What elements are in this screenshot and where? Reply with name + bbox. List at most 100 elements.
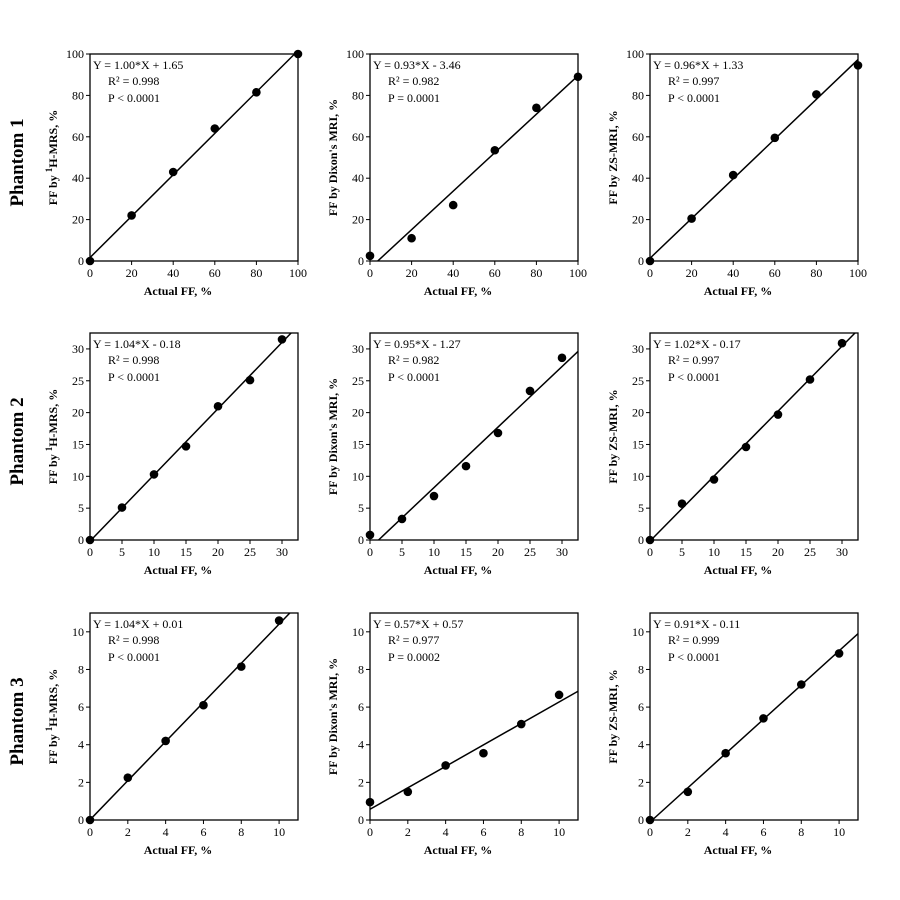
data-point: [127, 211, 136, 220]
data-point: [525, 386, 535, 396]
y-axis-title: FF by ZS-MRI, %: [606, 669, 620, 763]
x-tick-label: 0: [367, 545, 373, 559]
y-tick-label: 60: [352, 130, 364, 144]
plot-frame: [369, 53, 579, 262]
y-tick-label: 15: [72, 437, 84, 451]
y-tick-label: 20: [632, 406, 644, 420]
data-point: [181, 442, 191, 451]
data-point: [161, 736, 170, 746]
data-point: [709, 475, 719, 484]
y-tick-label: 6: [78, 700, 84, 714]
x-tick-label: 25: [804, 545, 816, 559]
y-axis-title: FF by 1H-MRS, %: [44, 669, 60, 764]
row-label-3: Phantom 3: [7, 677, 28, 765]
x-tick-label: 40: [447, 266, 459, 280]
y-tick-label: 30: [632, 342, 644, 356]
scatter-panel-2-1: 0 5 10 15 20 25 30 0 5 10 15 20 25 30 Actual FF, % FF b…: [44, 332, 299, 577]
x-axis-title: Actual FF, %: [704, 563, 773, 577]
data-point: [490, 145, 500, 155]
x-axis-title: Actual FF, %: [424, 284, 493, 298]
x-tick-label: 10: [553, 825, 565, 839]
data-point: [834, 649, 844, 658]
regression-equation: Y = 0.93*X - 3.46: [373, 58, 461, 72]
y-tick-label: 0: [638, 254, 644, 268]
x-tick-label: 10: [833, 825, 845, 839]
y-tick-label: 10: [632, 469, 644, 483]
y-tick-label: 20: [72, 406, 84, 420]
r-squared-label: R² = 0.997: [668, 74, 719, 88]
x-tick-label: 20: [126, 266, 138, 280]
x-tick-label: 5: [119, 545, 125, 559]
p-value-label: P < 0.0001: [108, 370, 160, 384]
p-value-label: P < 0.0001: [108, 91, 160, 105]
y-tick-label: 100: [66, 47, 84, 61]
x-tick-label: 8: [238, 825, 244, 839]
data-point: [85, 535, 95, 545]
plot-frame: [369, 612, 579, 821]
x-tick-label: 30: [276, 545, 288, 559]
x-tick-label: 0: [647, 825, 653, 839]
data-point: [796, 680, 806, 689]
y-tick-label: 4: [358, 738, 364, 752]
x-tick-label: 4: [163, 825, 169, 839]
r-squared-label: R² = 0.999: [668, 633, 719, 647]
y-tick-label: 0: [78, 254, 84, 268]
data-point: [365, 530, 375, 540]
data-point: [687, 214, 696, 223]
plot-frame: [649, 612, 859, 821]
y-tick-label: 25: [72, 374, 84, 388]
y-tick-label: 2: [78, 775, 84, 789]
data-point: [236, 662, 246, 671]
x-tick-label: 30: [556, 545, 568, 559]
y-tick-label: 40: [632, 171, 644, 185]
data-point: [677, 499, 687, 508]
x-tick-label: 0: [367, 266, 373, 280]
y-tick-label: 6: [358, 700, 364, 714]
scatter-panel-1-1: 0 20 40 60 80 100 0 20 40 60 80 100 Actual FF, % FF b…: [44, 47, 307, 298]
y-tick-label: 5: [638, 501, 644, 515]
x-tick-label: 10: [273, 825, 285, 839]
x-tick-label: 80: [250, 266, 262, 280]
r-squared-label: R² = 0.997: [668, 353, 719, 367]
y-tick-label: 15: [632, 437, 644, 451]
x-tick-label: 20: [686, 266, 698, 280]
data-point: [461, 461, 471, 471]
x-tick-label: 6: [200, 825, 206, 839]
x-axis-title: Actual FF, %: [704, 843, 773, 857]
data-point: [407, 233, 416, 243]
data-point: [759, 714, 768, 723]
scatter-panel-3-1: 0 2 4 6 8 10 0 2 4 6 8 10 Actual FF, % FF by 1H-MRS, …: [44, 612, 299, 857]
y-tick-label: 10: [352, 625, 364, 639]
x-tick-label: 60: [209, 266, 221, 280]
regression-line: [89, 53, 296, 259]
p-value-label: P < 0.0001: [668, 370, 720, 384]
y-tick-label: 8: [638, 662, 644, 676]
y-axis-title: FF by 1H-MRS, %: [44, 389, 60, 484]
x-tick-label: 0: [647, 545, 653, 559]
regression-equation: Y = 0.95*X - 1.27: [373, 337, 461, 351]
p-value-label: P < 0.0001: [668, 650, 720, 664]
x-tick-label: 0: [87, 266, 93, 280]
y-tick-label: 10: [72, 469, 84, 483]
x-tick-label: 10: [148, 545, 160, 559]
x-tick-label: 25: [244, 545, 256, 559]
y-tick-label: 80: [632, 88, 644, 102]
scatter-panel-2-3: 0 5 10 15 20 25 30 0 5 10 15 20 25 30 Actual FF, % FF b…: [606, 332, 859, 577]
data-point: [274, 616, 284, 625]
row-label-1: Phantom 1: [7, 118, 28, 206]
regression-equation: Y = 1.04*X + 0.01: [93, 617, 183, 631]
y-axis-title: FF by ZS-MRI, %: [606, 110, 620, 204]
data-point: [853, 61, 863, 70]
y-tick-label: 4: [638, 738, 644, 752]
regression-equation: Y = 0.91*X - 0.11: [653, 617, 740, 631]
y-tick-label: 10: [352, 469, 364, 483]
data-point: [441, 761, 450, 770]
data-point: [683, 787, 693, 797]
regression-line: [369, 690, 579, 810]
y-axis-title: FF by Dixon's MRI, %: [326, 378, 340, 495]
x-tick-label: 20: [492, 545, 504, 559]
x-tick-label: 100: [289, 266, 307, 280]
y-axis-title: FF by Dixon's MRI, %: [326, 99, 340, 216]
y-tick-label: 20: [72, 213, 84, 227]
